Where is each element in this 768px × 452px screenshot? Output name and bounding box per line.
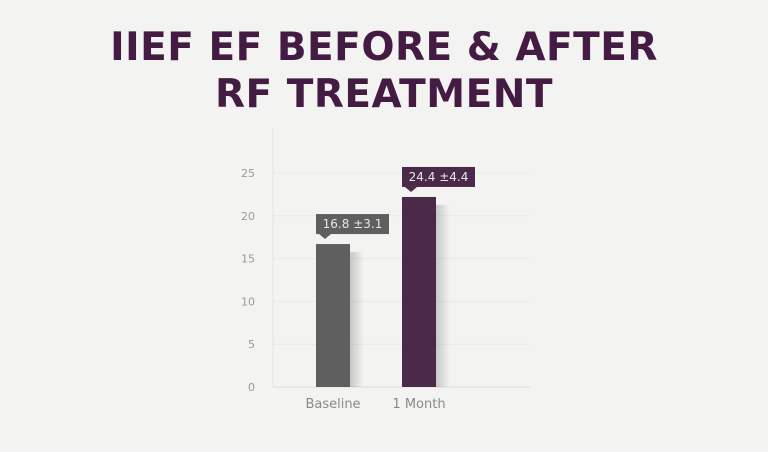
y-tick-label: 5: [248, 338, 255, 351]
y-tick-label: 10: [241, 295, 255, 308]
data-label: 16.8 ±3.1: [323, 217, 383, 231]
y-tick-label: 20: [241, 210, 255, 223]
y-tick-label: 25: [241, 167, 255, 180]
y-tick-label: 15: [241, 253, 255, 266]
chart-title: IIEF EF BEFORE & AFTER RF TREATMENT: [0, 24, 768, 118]
data-label-pointer: [319, 234, 331, 240]
x-tick-label: 1 Month: [392, 397, 445, 412]
x-tick-label: Baseline: [305, 397, 360, 412]
bar-baseline: [316, 244, 350, 387]
bar-shadow: [436, 204, 450, 387]
bar-shadow: [350, 252, 364, 387]
chart-title-line-2: RF TREATMENT: [215, 72, 553, 117]
data-label-pointer: [405, 186, 417, 192]
chart-title-line-1: IIEF EF BEFORE & AFTER: [110, 25, 658, 70]
data-label-box: [402, 166, 475, 187]
y-tick-label: 0: [248, 381, 255, 394]
bar-1-month: [402, 196, 436, 387]
data-label-box: [316, 214, 389, 235]
data-label: 24.4 ±4.4: [409, 170, 469, 184]
